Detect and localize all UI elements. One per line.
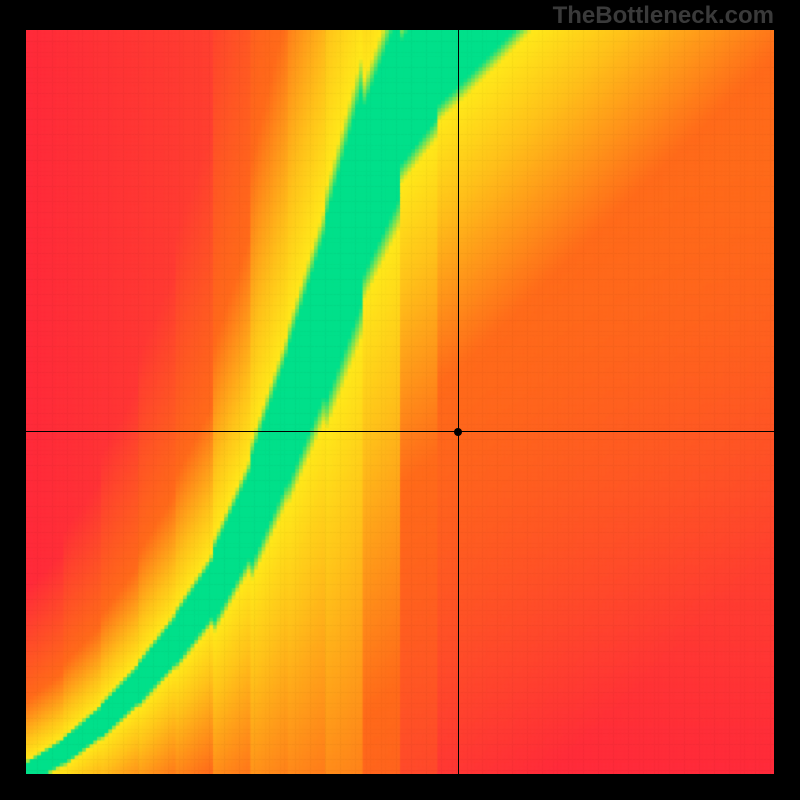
chart-container: { "chart": { "type": "heatmap", "canvas_…	[0, 0, 800, 800]
bottleneck-heatmap	[26, 30, 774, 774]
crosshair-horizontal	[26, 431, 774, 432]
crosshair-vertical	[458, 30, 459, 774]
crosshair-marker	[454, 428, 462, 436]
attribution-watermark: TheBottleneck.com	[553, 2, 774, 30]
